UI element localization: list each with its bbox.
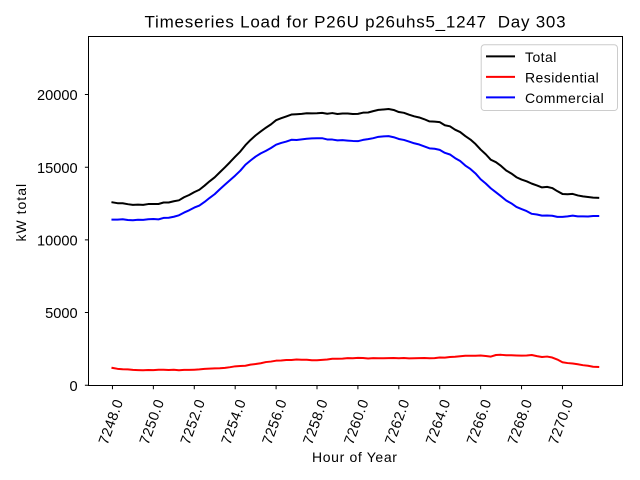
svg-text:kW total: kW total [13,183,29,242]
svg-text:Commercial: Commercial [525,90,604,106]
svg-text:20000: 20000 [37,88,78,104]
svg-text:Hour of Year: Hour of Year [312,449,398,465]
svg-text:Timeseries Load for P26U p26uh: Timeseries Load for P26U p26uhs5_1247 Da… [145,12,567,31]
svg-text:Residential: Residential [525,70,599,86]
svg-text:15000: 15000 [37,161,78,177]
svg-text:Total: Total [525,49,557,65]
svg-text:0: 0 [69,379,77,395]
svg-text:5000: 5000 [45,306,77,322]
svg-text:10000: 10000 [37,233,78,249]
